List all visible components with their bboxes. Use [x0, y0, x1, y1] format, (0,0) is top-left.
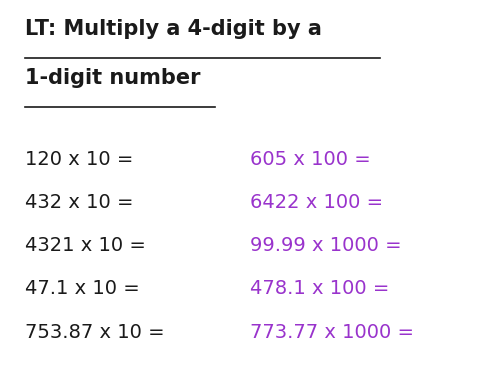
Text: 773.77 x 1000 =: 773.77 x 1000 = [250, 322, 414, 342]
Text: 47.1 x 10 =: 47.1 x 10 = [25, 279, 140, 298]
Text: 120 x 10 =: 120 x 10 = [25, 150, 134, 169]
Text: 6422 x 100 =: 6422 x 100 = [250, 193, 383, 212]
Text: 432 x 10 =: 432 x 10 = [25, 193, 134, 212]
Text: LT: Multiply a 4-digit by a: LT: Multiply a 4-digit by a [25, 19, 322, 39]
Text: 99.99 x 1000 =: 99.99 x 1000 = [250, 236, 402, 255]
Text: 1-digit number: 1-digit number [25, 68, 201, 87]
Text: 605 x 100 =: 605 x 100 = [250, 150, 371, 169]
Text: 753.87 x 10 =: 753.87 x 10 = [25, 322, 164, 342]
Text: 4321 x 10 =: 4321 x 10 = [25, 236, 146, 255]
Text: 478.1 x 100 =: 478.1 x 100 = [250, 279, 390, 298]
